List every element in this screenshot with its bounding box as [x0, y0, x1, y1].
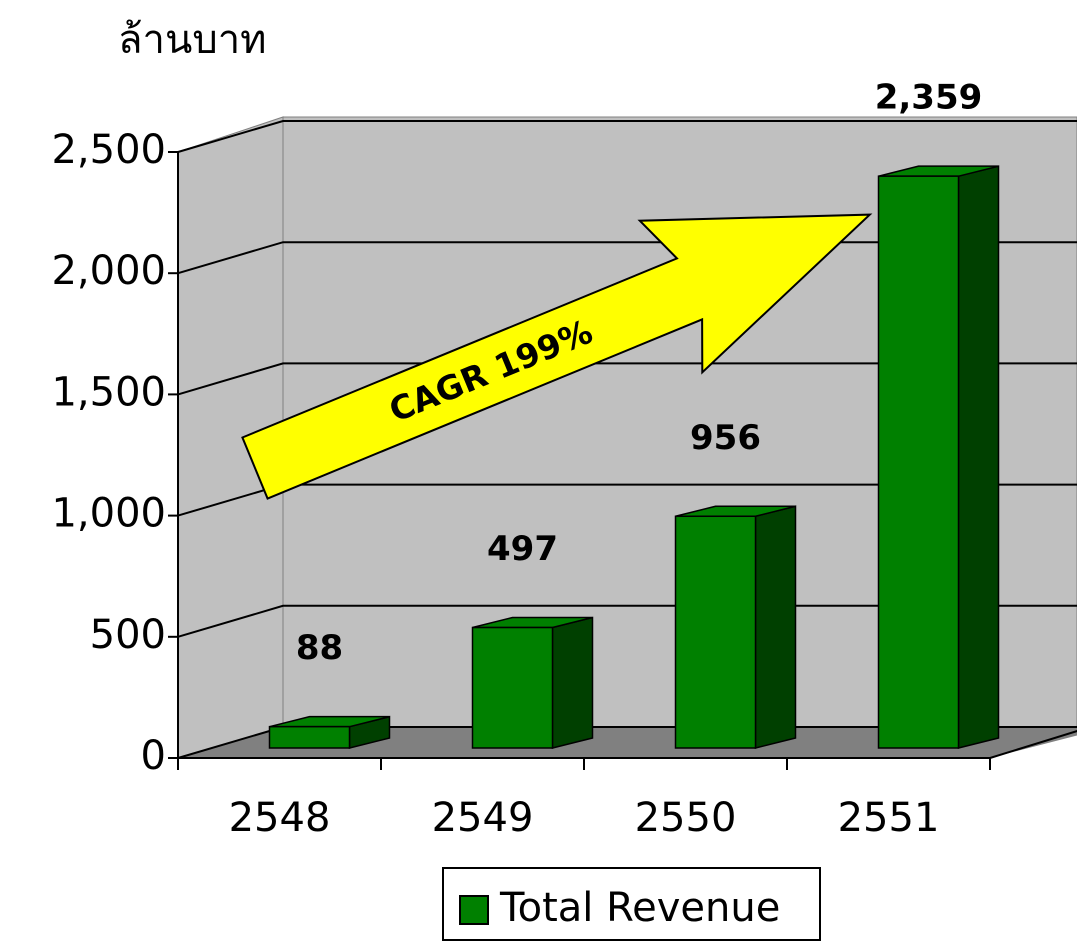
value-label: 956: [690, 418, 761, 458]
arrow-shape: [241, 213, 873, 500]
x-tick-label: 2551: [838, 795, 940, 841]
y-axis-title: ล้านบาท: [118, 17, 267, 63]
bar-side: [551, 616, 594, 749]
y-tick-label: 2,000: [51, 248, 166, 294]
bar-side: [754, 505, 797, 749]
grid-line: [177, 604, 1077, 638]
legend-label: Total Revenue: [499, 885, 780, 931]
y-tick-label: 1,500: [51, 369, 166, 415]
y-tick-label: 500: [90, 612, 166, 658]
bar: [674, 515, 757, 749]
floor-edge: [989, 729, 1077, 759]
x-tick-label: 2550: [635, 795, 737, 841]
x-tick-label: 2549: [432, 795, 534, 841]
bar: [877, 175, 960, 749]
grid-line: [177, 120, 1077, 153]
bar: [471, 626, 554, 749]
y-tick-label: 1,000: [51, 491, 166, 537]
y-tick-label: 0: [141, 733, 166, 779]
legend-box: [442, 867, 821, 941]
legend-swatch: [459, 895, 489, 925]
value-label: 497: [487, 529, 558, 569]
bars: [268, 165, 1000, 749]
grid-line: [177, 362, 1077, 396]
bar-side: [957, 165, 1000, 749]
value-label: 88: [296, 628, 343, 668]
bar: [268, 725, 351, 749]
floor: [178, 727, 1077, 758]
x-tick-label: 2548: [229, 795, 331, 841]
y-tick-label: 2,500: [51, 127, 166, 173]
value-label: 2,359: [875, 78, 983, 118]
